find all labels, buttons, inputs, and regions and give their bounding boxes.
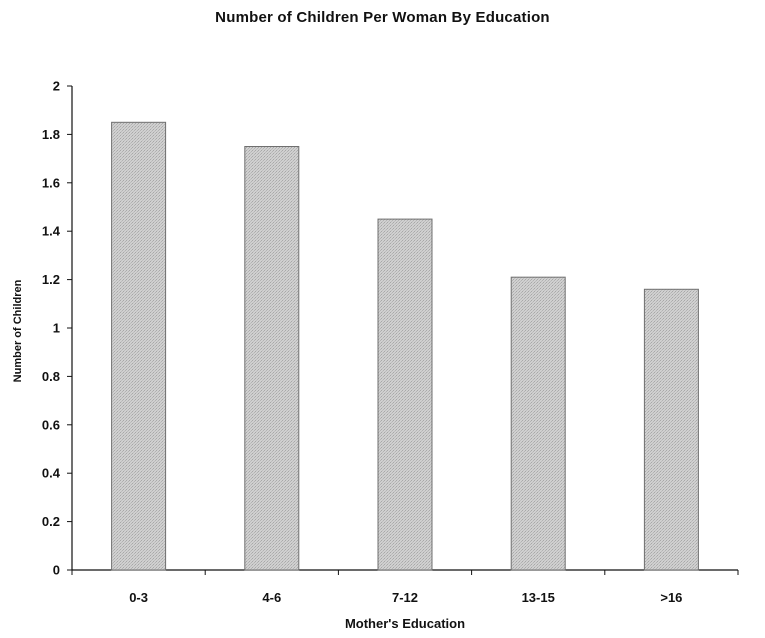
bar-13-15	[510, 276, 566, 571]
chart-title: Number of Children Per Woman By Educatio…	[215, 9, 550, 26]
y-tick-label: 0.8	[42, 369, 60, 384]
y-tick-label: 0.6	[42, 417, 60, 432]
x-tick-label: 13-15	[522, 590, 555, 605]
x-axis-label: Mother's Education	[344, 616, 466, 631]
y-tick-label: 2	[53, 79, 60, 94]
x-tick-label: >16	[660, 590, 682, 605]
y-tick-label: 0	[53, 563, 60, 578]
y-tick-label: 1.6	[42, 175, 60, 190]
y-tick-label: 1	[53, 321, 60, 336]
y-tick-label: 1.4	[42, 224, 61, 239]
y-tick-label: 1.2	[42, 272, 60, 287]
bar->16	[643, 288, 699, 571]
x-tick-label: 0-3	[129, 590, 148, 605]
x-tick-label: 4-6	[262, 590, 281, 605]
y-tick-label: 0.4	[42, 466, 61, 481]
x-tick-label: 7-12	[392, 590, 418, 605]
bar-4-6	[244, 146, 300, 571]
bar-0-3	[111, 121, 167, 571]
y-tick-label: 0.2	[42, 514, 60, 529]
y-tick-label: 1.8	[42, 127, 60, 142]
bar-7-12	[377, 218, 433, 571]
